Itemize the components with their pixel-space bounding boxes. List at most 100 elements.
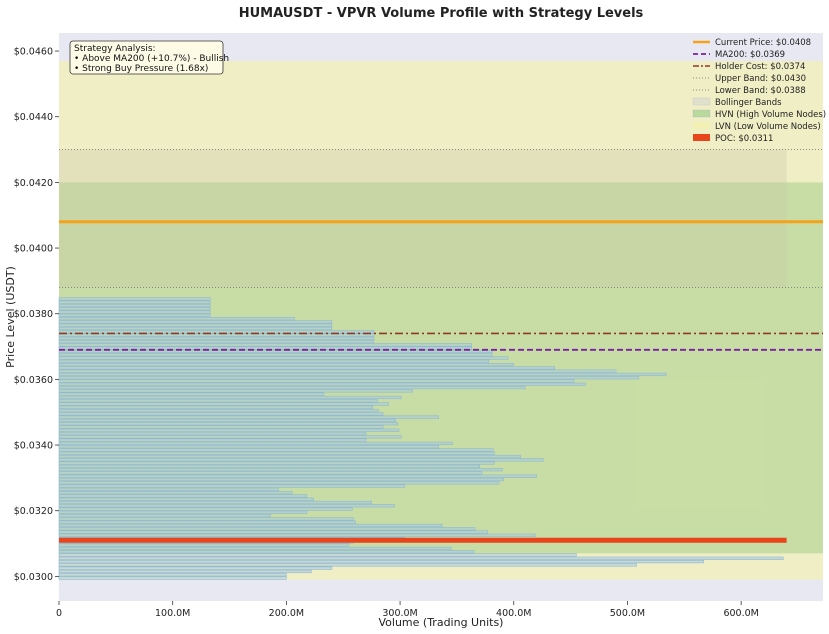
legend: Current Price: $0.0408 MA200: $0.0369 Ho… (692, 38, 826, 144)
volume-bar (58, 553, 577, 557)
volume-bar (58, 379, 575, 383)
volume-bar (58, 523, 443, 528)
volume-bar (58, 576, 287, 580)
legend-swatch-hvn (692, 109, 711, 118)
volume-bar (58, 441, 453, 446)
volume-bar (58, 494, 308, 498)
y-tick-label: $0.0400 (14, 244, 53, 255)
volume-bar (58, 415, 440, 419)
x-tick-label: 100.0M (155, 608, 190, 619)
volume-bar (58, 366, 555, 370)
volume-bar (58, 510, 308, 514)
zones-layer (59, 60, 823, 580)
volume-bar (58, 563, 637, 567)
volume-bar (58, 569, 312, 574)
annotation-line-1: • Above MA200 (+10.7%) - Bullish (74, 54, 229, 64)
volume-bar (58, 408, 379, 413)
volume-bar (58, 303, 211, 308)
volume-bar (58, 484, 405, 488)
volume-bar (58, 435, 402, 439)
volume-bar (58, 533, 536, 537)
legend-swatch-bollinger (692, 97, 711, 106)
legend-label-bollinger: Bollinger Bands (715, 98, 782, 108)
x-axis-label: Volume (Trading Units) (379, 616, 504, 629)
legend-swatch-lvn (693, 122, 710, 129)
volume-bar (58, 530, 488, 534)
legend-label-current-price: Current Price: $0.0408 (715, 38, 811, 48)
volume-bar (58, 418, 396, 423)
volume-bar (58, 477, 504, 482)
x-tick-label: 300.0M (382, 608, 417, 619)
volume-bar (58, 543, 350, 547)
y-tick-label: $0.0340 (14, 441, 53, 452)
volume-bar (58, 458, 544, 462)
y-tick-label: $0.0460 (14, 47, 53, 58)
volume-bar (58, 504, 395, 508)
volume-bar (58, 566, 333, 570)
x-tick-label: 0 (56, 608, 62, 619)
volume-bar (58, 392, 325, 396)
volume-bar (58, 491, 293, 495)
y-tick-label: $0.0420 (14, 178, 53, 189)
volume-bar (58, 507, 353, 511)
legend-label-lower-band: Lower Band: $0.0388 (715, 86, 806, 96)
volume-bar (58, 481, 500, 485)
volume-bar (58, 340, 375, 344)
annotation-line-2: • Strong Buy Pressure (1.68x) (74, 64, 208, 74)
volume-bar (58, 422, 399, 426)
volume-bar (58, 356, 509, 360)
volume-bar (58, 487, 279, 491)
volume-bar (58, 464, 480, 469)
volume-bar (58, 573, 287, 577)
volume-bar (58, 451, 495, 455)
volume-bar (58, 313, 211, 317)
volume-bar (58, 527, 476, 531)
volume-bar (58, 461, 495, 465)
volume-bar (58, 369, 617, 373)
volume-bar (58, 336, 375, 340)
volume-bar (58, 399, 378, 403)
volume-bar (58, 359, 490, 363)
volume-bar (58, 468, 503, 472)
volume-bar (58, 438, 367, 442)
volume-bar (58, 307, 211, 311)
volume-bar (58, 425, 384, 429)
y-axis-label: Price Level (USDT) (4, 266, 17, 368)
legend-label-holder-cost: Holder Cost: $0.0374 (715, 62, 805, 72)
legend-label-upper-band: Upper Band: $0.0430 (715, 74, 806, 84)
volume-bar (58, 445, 440, 449)
legend-label-hvn: HVN (High Volume Nodes) (715, 110, 826, 120)
volume-bar (58, 559, 704, 564)
volume-bar (58, 323, 333, 327)
volume-bar (58, 376, 640, 380)
legend-swatch-poc (693, 134, 710, 141)
x-tick-label: 200.0M (269, 608, 304, 619)
bollinger-zone (59, 149, 787, 288)
chart-title: HUMAUSDT - VPVR Volume Profile with Stra… (239, 6, 644, 21)
volume-bar (58, 454, 521, 459)
volume-bar (58, 343, 472, 347)
y-tick-label: $0.0300 (14, 572, 53, 583)
y-axis: $0.0300 $0.0320 $0.0340 $0.0360 $0.0380 $0.04… (14, 47, 59, 583)
volume-bar (58, 297, 211, 301)
plot-area (58, 33, 823, 601)
volume-bar (58, 556, 784, 560)
volume-bar (58, 353, 493, 357)
volume-bar (58, 402, 390, 406)
y-tick-label: $0.0360 (14, 375, 53, 386)
volume-bar (58, 330, 375, 334)
level-lines-layer (59, 149, 823, 543)
x-tick-label: 500.0M (610, 608, 645, 619)
legend-label-lvn: LVN (Low Volume Nodes) (715, 122, 821, 132)
legend-label-ma200: MA200: $0.0369 (715, 50, 785, 60)
volume-bar (58, 497, 314, 501)
strategy-annotation: Strategy Analysis: • Above MA200 (+10.7%… (69, 40, 229, 75)
y-tick-label: $0.0440 (14, 112, 53, 123)
volume-bar (58, 431, 367, 436)
volume-bar (58, 362, 515, 367)
volume-bar (58, 372, 667, 377)
volume-bar (58, 546, 452, 551)
volume-bar (58, 471, 483, 475)
volume-bar (58, 310, 211, 314)
